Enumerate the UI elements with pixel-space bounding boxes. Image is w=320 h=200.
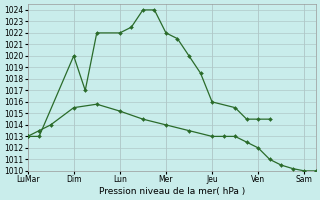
X-axis label: Pression niveau de la mer( hPa ): Pression niveau de la mer( hPa ) <box>99 187 245 196</box>
